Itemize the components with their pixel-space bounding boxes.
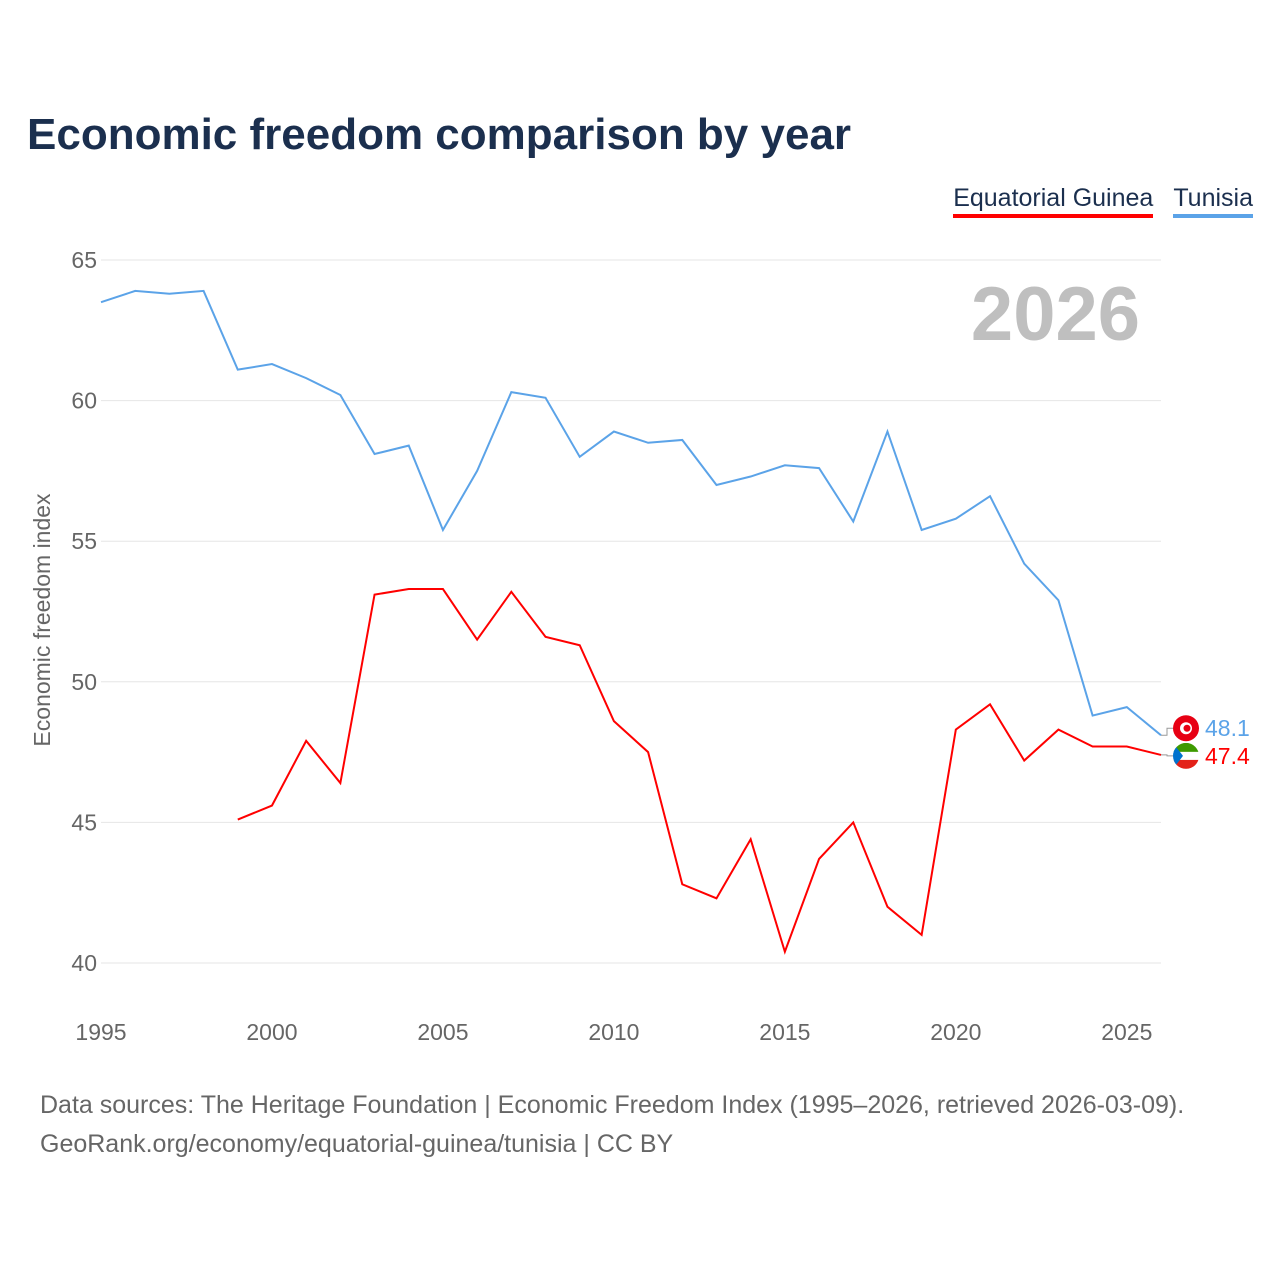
data-point xyxy=(406,443,412,449)
data-point xyxy=(1090,743,1096,749)
data-point xyxy=(816,856,822,862)
y-tick-label: 40 xyxy=(71,950,97,976)
data-point xyxy=(884,429,890,435)
source-line-1: Data sources: The Heritage Foundation | … xyxy=(40,1091,1185,1119)
data-point xyxy=(782,462,788,468)
data-point xyxy=(98,299,104,305)
y-tick-label: 60 xyxy=(71,388,97,414)
data-point xyxy=(337,780,343,786)
x-tick-label: 2000 xyxy=(246,1019,297,1045)
data-point xyxy=(611,718,617,724)
data-point xyxy=(679,437,685,443)
data-point xyxy=(337,392,343,398)
y-tick-label: 45 xyxy=(71,809,97,835)
legend-equatorial-guinea[interactable]: Equatorial Guinea xyxy=(953,184,1154,218)
data-point xyxy=(406,586,412,592)
y-tick-label: 65 xyxy=(71,247,97,273)
x-tick-label: 2025 xyxy=(1101,1019,1152,1045)
data-point xyxy=(269,803,275,809)
data-point xyxy=(816,465,822,471)
data-point xyxy=(611,429,617,435)
end-connector xyxy=(1161,727,1173,736)
y-tick-label: 50 xyxy=(71,669,97,695)
data-point xyxy=(850,519,856,525)
data-point xyxy=(953,727,959,733)
x-tick-label: 1995 xyxy=(75,1019,126,1045)
data-point xyxy=(748,836,754,842)
data-point xyxy=(1055,597,1061,603)
data-point xyxy=(440,586,446,592)
year-badge: 2026 xyxy=(971,272,1140,357)
data-point xyxy=(269,361,275,367)
data-point xyxy=(372,451,378,457)
data-point xyxy=(508,389,514,395)
data-point xyxy=(543,634,549,640)
data-point xyxy=(166,291,172,297)
data-point xyxy=(577,642,583,648)
data-point xyxy=(372,592,378,598)
data-point xyxy=(1021,561,1027,567)
equatorial-guinea-flag-icon xyxy=(1173,742,1199,769)
y-tick-label: 55 xyxy=(71,528,97,554)
x-tick-label: 2015 xyxy=(759,1019,810,1045)
source-note: Data sources: The Heritage Foundation | … xyxy=(40,1086,1184,1164)
source-line-2[interactable]: GeoRank.org/economy/equatorial-guinea/tu… xyxy=(40,1130,674,1158)
legend: Equatorial Guinea Tunisia xyxy=(953,184,1253,218)
series-line-equatorial-guinea xyxy=(237,588,1162,955)
x-tick-label: 2005 xyxy=(417,1019,468,1045)
data-point xyxy=(919,932,925,938)
data-point xyxy=(235,367,241,373)
data-point xyxy=(713,482,719,488)
data-point xyxy=(850,819,856,825)
x-tick-label: 2010 xyxy=(588,1019,639,1045)
data-point xyxy=(474,468,480,474)
end-value-label: 48.1 xyxy=(1205,715,1250,741)
data-point xyxy=(201,288,207,294)
data-point xyxy=(543,395,549,401)
y-axis-label: Economic freedom index xyxy=(29,493,55,747)
data-point xyxy=(713,895,719,901)
data-point xyxy=(303,375,309,381)
data-point xyxy=(919,527,925,533)
data-point xyxy=(440,527,446,533)
tunisia-flag-icon xyxy=(1173,715,1199,742)
data-point xyxy=(508,589,514,595)
series-line-tunisia xyxy=(100,289,1162,737)
data-point xyxy=(782,949,788,955)
data-point xyxy=(132,288,138,294)
end-value-label: 47.4 xyxy=(1205,743,1250,769)
data-point xyxy=(645,749,651,755)
data-point xyxy=(953,516,959,522)
data-point xyxy=(679,881,685,887)
data-point xyxy=(1124,743,1130,749)
data-point xyxy=(577,454,583,460)
data-point xyxy=(987,493,993,499)
chart-title: Economic freedom comparison by year xyxy=(27,110,852,159)
data-point xyxy=(987,701,993,707)
legend-tunisia[interactable]: Tunisia xyxy=(1173,184,1253,218)
data-point xyxy=(645,440,651,446)
data-point xyxy=(303,738,309,744)
data-point xyxy=(235,817,241,823)
x-tick-label: 2020 xyxy=(930,1019,981,1045)
data-point xyxy=(1055,727,1061,733)
end-connector xyxy=(1161,754,1173,757)
data-point xyxy=(1021,758,1027,764)
data-point xyxy=(1124,704,1130,710)
data-point xyxy=(884,904,890,910)
data-point xyxy=(1090,713,1096,719)
data-point xyxy=(474,637,480,643)
data-point xyxy=(748,474,754,480)
